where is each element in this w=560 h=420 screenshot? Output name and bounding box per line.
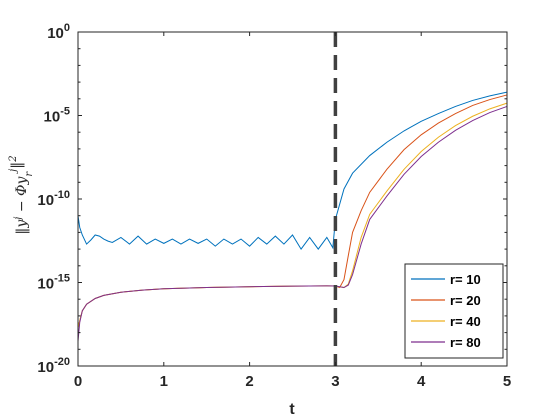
x-tick-label: 0	[74, 373, 82, 390]
legend-label: r= 20	[450, 293, 481, 308]
series-layer	[77, 32, 508, 366]
legend-label: r= 40	[450, 314, 481, 329]
x-tick-labels: 0 1 2 3 4 5	[74, 373, 511, 390]
y-tick-label: 10-10	[37, 189, 70, 209]
y-tick-labels: 10-20 10-15 10-10 10-5 100	[37, 22, 70, 376]
x-tick-label: 1	[160, 373, 168, 390]
y-axis-label: ‖yj − Φyrj‖2	[8, 155, 35, 234]
svg-text:‖yj − Φyrj‖2: ‖yj − Φyrj‖2	[8, 155, 35, 234]
legend-label: r= 10	[450, 272, 481, 287]
legend-label: r= 80	[450, 335, 481, 350]
x-tick-label: 4	[417, 373, 426, 390]
y-tick-label: 10-15	[37, 273, 70, 293]
x-tick-label: 5	[503, 373, 511, 390]
x-tick-label: 2	[245, 373, 253, 390]
y-tick-label: 10-5	[44, 106, 70, 126]
series-line-1	[77, 91, 508, 250]
axes-layer	[77, 31, 508, 367]
x-tick-label: 3	[331, 373, 339, 390]
legend: r= 10 r= 20 r= 40 r= 80	[404, 263, 504, 359]
y-tick-label: 10-20	[37, 356, 70, 376]
y-tick-label: 100	[47, 22, 70, 42]
x-axis-label: t	[289, 401, 295, 418]
